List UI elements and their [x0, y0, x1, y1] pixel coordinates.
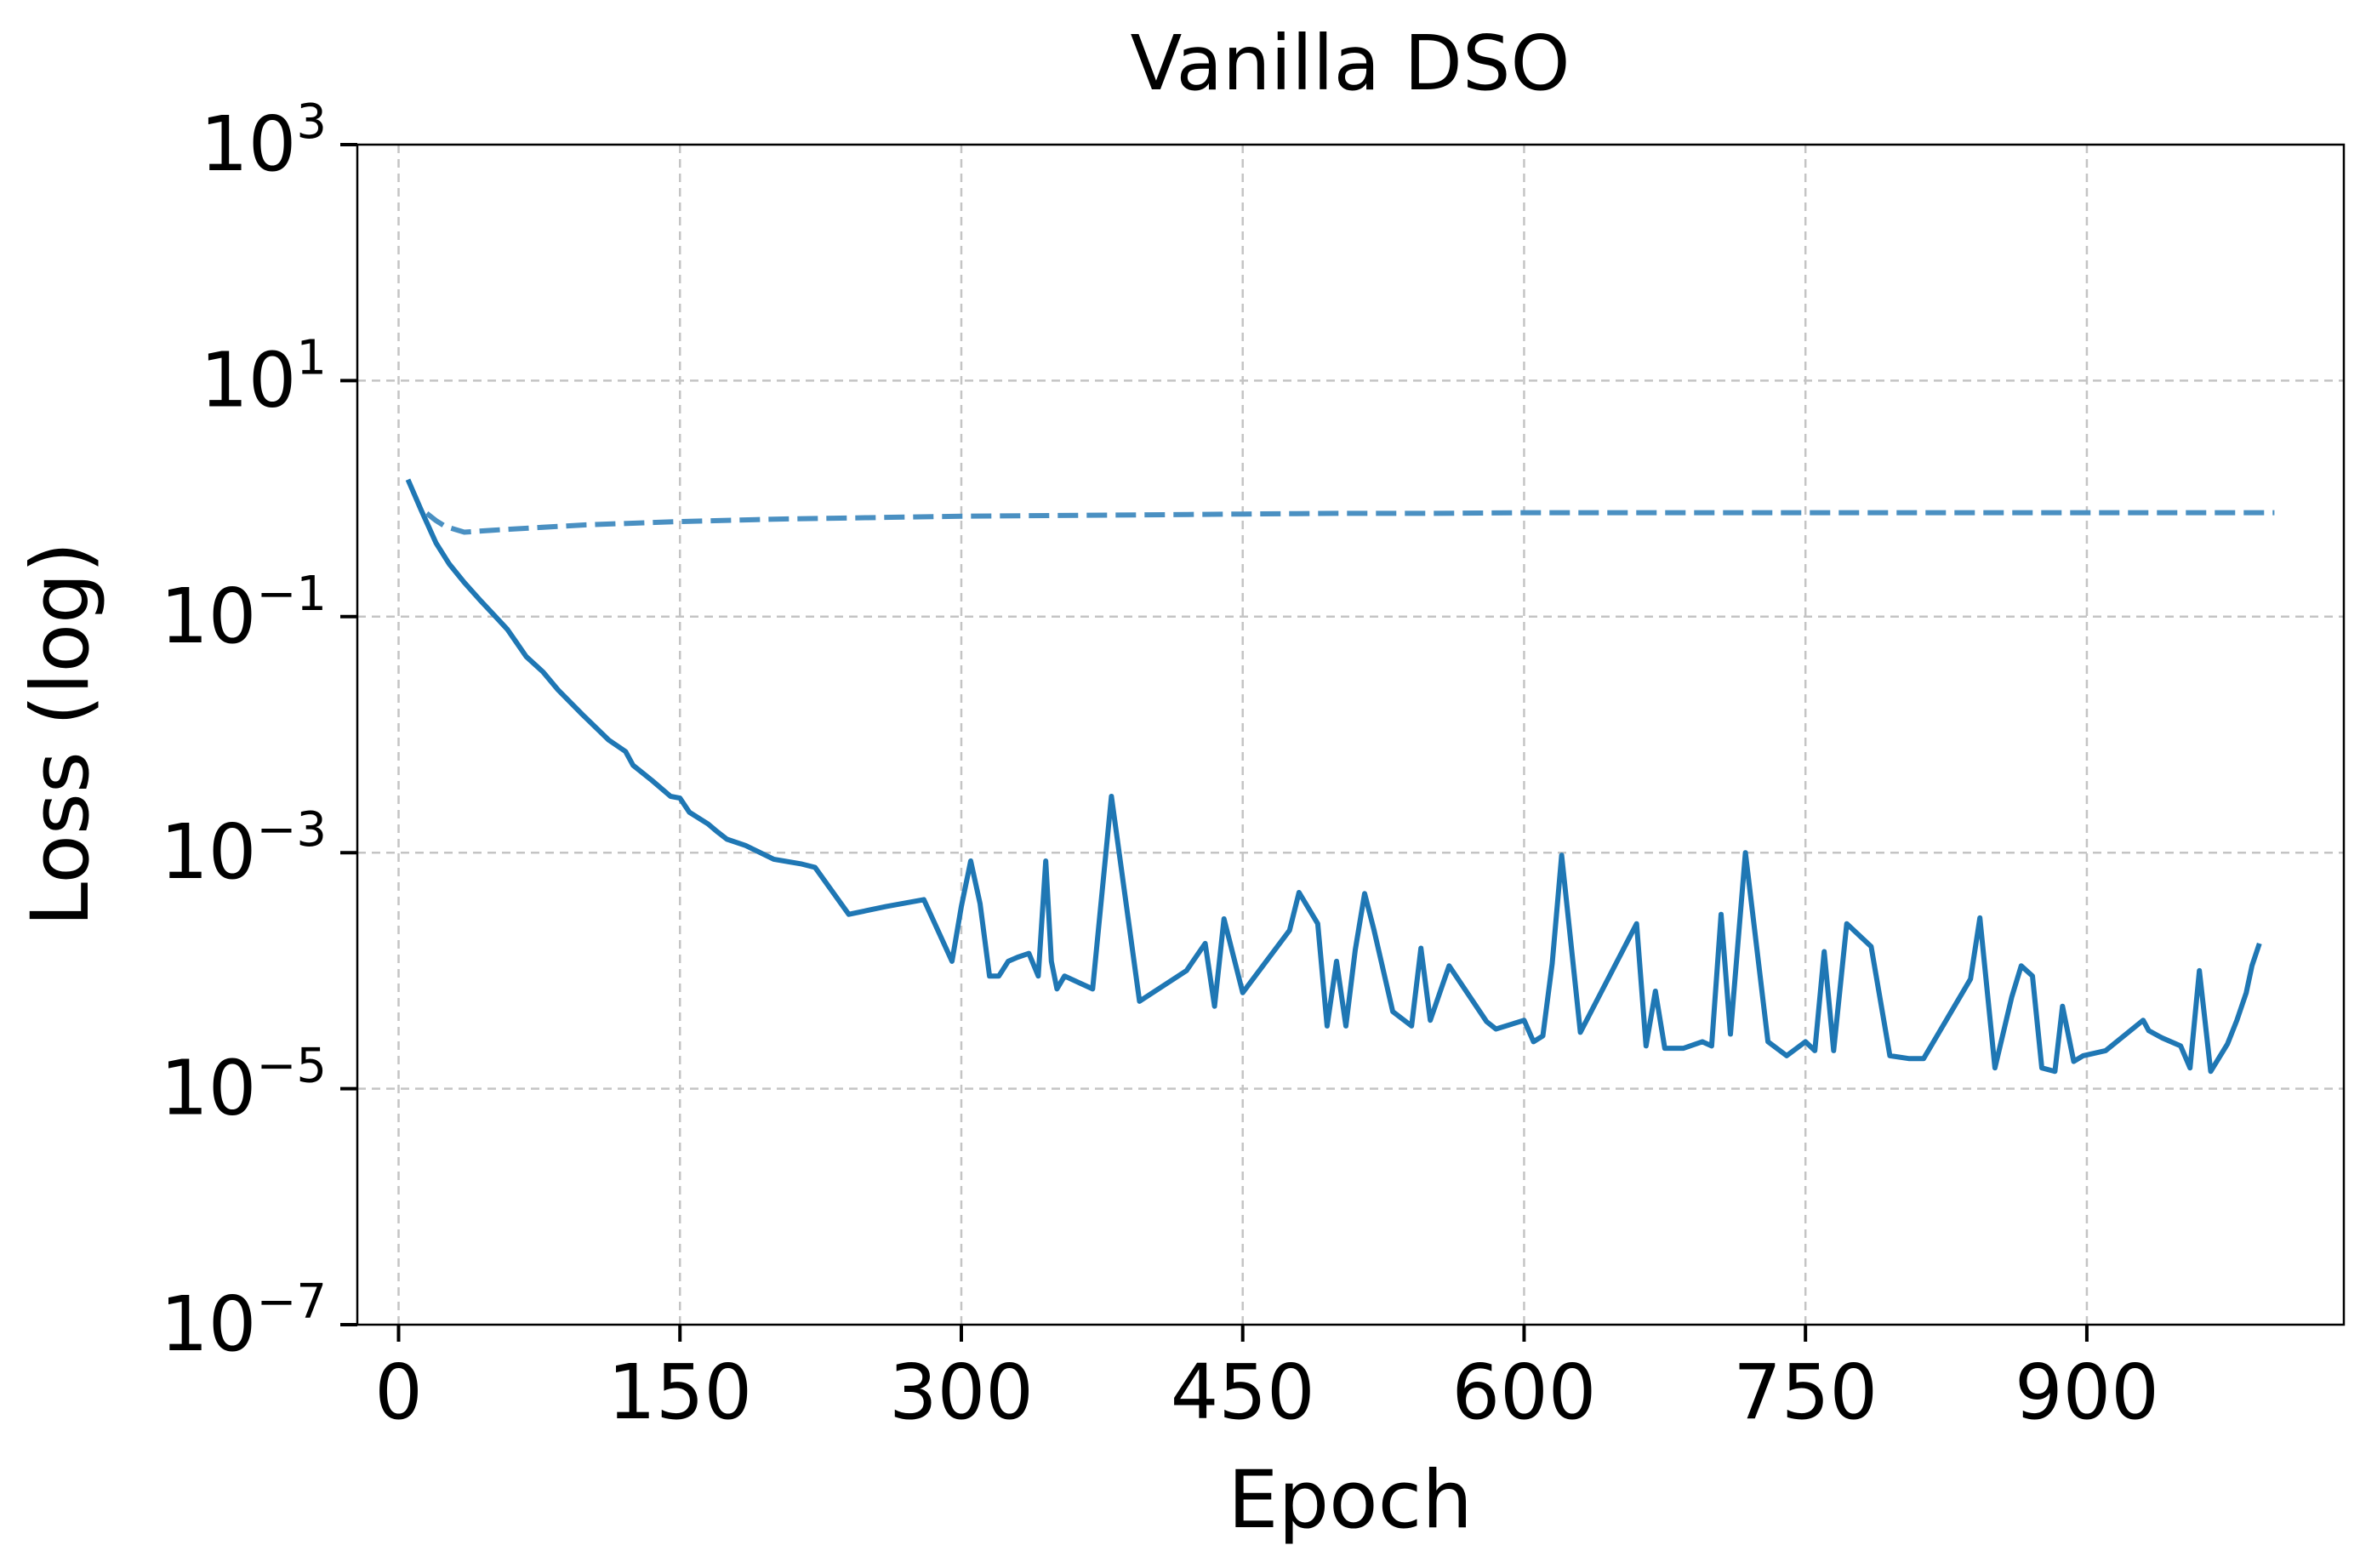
x-tick-label: 0 — [374, 1348, 423, 1436]
y-tick-label: 10−5 — [160, 1039, 327, 1132]
x-tick-label: 450 — [1171, 1348, 1315, 1436]
x-tick-label: 300 — [889, 1348, 1034, 1436]
y-tick-label: 10−3 — [160, 802, 327, 896]
x-tick-label: 150 — [607, 1348, 752, 1436]
x-tick-label: 900 — [2015, 1348, 2159, 1436]
series-line-solid — [405, 478, 2262, 1075]
x-tick-label: 600 — [1452, 1348, 1597, 1436]
y-tick-label: 10−7 — [160, 1274, 327, 1368]
chart-title: Vanilla DSO — [1130, 19, 1570, 107]
x-axis-label: Epoch — [1228, 1454, 1473, 1547]
plot-frame — [356, 143, 2346, 1326]
y-tick-label: 101 — [200, 330, 327, 424]
y-tick-label: 10−1 — [160, 567, 327, 660]
x-axis-ticks: 0 150 300 450 600 750 900 — [374, 1325, 2159, 1436]
x-tick-label: 750 — [1733, 1348, 1878, 1436]
y-axis-label: Loss (log) — [14, 542, 107, 927]
grid-lines — [357, 145, 2344, 1325]
y-tick-label: 103 — [200, 94, 327, 188]
y-axis-ticks: 103 101 10−1 10−3 10−5 10−7 — [160, 94, 357, 1368]
series-layer — [405, 478, 2275, 1075]
series-line-dashed — [425, 510, 2275, 535]
